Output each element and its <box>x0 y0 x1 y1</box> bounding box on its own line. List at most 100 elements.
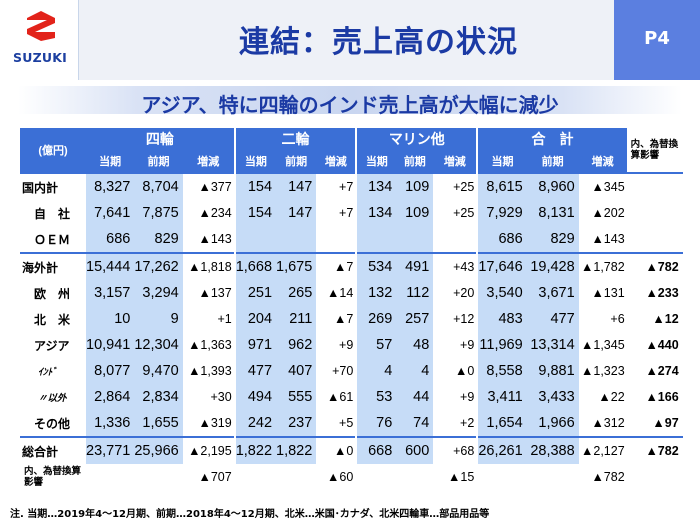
footnote: 注. 当期…2019年4～12月期、前期…2018年4～12月期、北米…米国･カ… <box>10 509 490 520</box>
empty-cell <box>526 464 579 490</box>
page-number-box: P4 <box>614 0 700 80</box>
value-cell: 3,540 <box>476 280 527 306</box>
change-cell: ▲1,345 <box>578 332 627 358</box>
value-cell: 8,131 <box>526 200 579 226</box>
table-row: 〃以外 2,864 2,834 +30 494 555 ▲61 53 44 +9 3,411 3,43… <box>20 384 683 410</box>
fx-impact-value: ▲707 <box>182 464 235 490</box>
change-cell: +12 <box>433 306 478 332</box>
value-cell: 829 <box>526 226 579 253</box>
page-title: 連結：売上高の状況 <box>239 25 518 60</box>
brand-logo-text: SUZUKI <box>13 50 67 65</box>
value-cell: 28,388 <box>526 436 579 464</box>
change-cell: +25 <box>433 172 478 200</box>
value-cell: 237 <box>276 410 317 437</box>
empty-cell <box>233 464 277 490</box>
value-cell: 147 <box>276 200 317 226</box>
value-cell: 10,941 <box>86 332 135 358</box>
fx-impact-cell: ▲274 <box>645 364 679 378</box>
change-cell: +20 <box>433 280 478 306</box>
change-cell: +68 <box>433 436 478 464</box>
value-cell: 3,671 <box>526 280 579 306</box>
empty-cell <box>86 464 135 490</box>
subtitle-band: アジア、特に四輪のインド売上高が大幅に減少 <box>18 86 682 117</box>
row-label: 欧 州 <box>34 286 71 301</box>
value-cell: 8,615 <box>476 172 527 200</box>
value-cell: 134 <box>355 200 397 226</box>
value-cell: 23,771 <box>86 436 135 464</box>
row-label: ｲﾝﾄﾞ <box>38 367 58 378</box>
change-cell: ▲2,127 <box>578 436 627 464</box>
fx-impact-cell <box>627 200 683 226</box>
value-cell: 25,966 <box>134 436 183 464</box>
change-cell: +2 <box>433 410 478 437</box>
sales-table: (億円) 四輪 二輪 マリン他 合 計 内、為替換算影響 当期 前期 増減 当期 前期増… <box>20 128 683 490</box>
table-row: ｲﾝﾄﾞ 8,077 9,470 ▲1,393 477 407 +70 4 4 ▲0 8,558 9,… <box>20 358 683 384</box>
value-cell <box>396 226 434 253</box>
row-label: 〃以外 <box>38 393 67 404</box>
value-cell: 8,077 <box>86 358 135 384</box>
value-cell <box>355 226 397 253</box>
fx-impact-header: 内、為替換算影響 <box>630 139 679 161</box>
value-cell: 109 <box>396 200 434 226</box>
subheader-cell: 当期 <box>355 150 397 173</box>
value-cell: 600 <box>396 436 434 464</box>
value-cell: 8,704 <box>134 172 183 200</box>
value-cell: 74 <box>396 410 434 437</box>
fx-row-label: 内、為替換算影響 <box>24 466 82 488</box>
value-cell: 154 <box>233 200 277 226</box>
fx-impact-value: ▲782 <box>578 464 627 490</box>
change-cell: ▲61 <box>316 384 357 410</box>
fx-impact-cell: ▲166 <box>645 390 679 404</box>
subheader-cell: 増減 <box>578 150 627 173</box>
fx-impact-cell: ▲782 <box>626 436 683 464</box>
value-cell: 686 <box>476 226 527 253</box>
subheader-cell: 増減 <box>433 150 478 173</box>
change-cell: +5 <box>316 410 357 437</box>
group-header-total: 合 計 <box>476 128 627 150</box>
change-cell: +43 <box>433 252 478 280</box>
change-cell: +25 <box>433 200 478 226</box>
value-cell: 555 <box>276 384 317 410</box>
subheader-cell: 増減 <box>316 150 357 173</box>
value-cell: 668 <box>355 436 397 464</box>
value-cell: 1,336 <box>86 410 135 437</box>
table-row: 北 米 10 9 +1 204 211 ▲7 269 257 +12 483 477 +6 ▲12 <box>20 306 683 332</box>
fx-impact-cell: ▲440 <box>645 338 679 352</box>
value-cell: 109 <box>396 172 434 200</box>
group-header-marine: マリン他 <box>355 128 478 150</box>
row-label: 北 米 <box>34 312 71 327</box>
change-cell: ▲143 <box>578 226 627 253</box>
value-cell: 3,433 <box>526 384 579 410</box>
value-cell: 265 <box>276 280 317 306</box>
value-cell: 494 <box>233 384 277 410</box>
value-cell: 1,822 <box>276 436 317 464</box>
value-cell: 477 <box>526 306 579 332</box>
subheader-cell: 前期 <box>526 150 579 173</box>
value-cell: 8,327 <box>86 172 135 200</box>
row-label: その他 <box>34 416 71 431</box>
value-cell: 2,864 <box>86 384 135 410</box>
change-cell: +30 <box>182 384 235 410</box>
subheader-cell: 前期 <box>396 150 434 173</box>
change-cell: ▲1,323 <box>578 358 627 384</box>
table-row: ＯＥＭ 686 829 ▲143 686 829 ▲143 <box>20 226 683 253</box>
value-cell: 211 <box>276 306 317 332</box>
group-header-2wheel: 二輪 <box>233 128 357 150</box>
table-row: 海外計 15,444 17,262 ▲1,818 1,668 1,675 ▲7 534 491 +… <box>20 252 683 280</box>
row-label: ＯＥＭ <box>34 232 71 247</box>
change-cell: +9 <box>433 384 478 410</box>
value-cell: 53 <box>355 384 397 410</box>
value-cell: 686 <box>86 226 135 253</box>
subheader-row: 当期 前期 増減 当期 前期 増減 当期 前期 増減 当期 前期 増減 <box>20 150 683 173</box>
subheader-cell: 前期 <box>276 150 317 173</box>
fx-impact-cell: ▲12 <box>652 312 679 326</box>
change-cell: +7 <box>316 172 357 200</box>
value-cell: 7,875 <box>134 200 183 226</box>
value-cell: 3,411 <box>476 384 527 410</box>
table-row: 国内計 8,327 8,704 ▲377 154 147 +7 134 109 +25 8,615 8… <box>20 172 683 200</box>
value-cell: 7,641 <box>86 200 135 226</box>
subheader-cell: 増減 <box>182 150 235 173</box>
value-cell: 1,822 <box>233 436 277 464</box>
fx-impact-cell: ▲233 <box>645 286 679 300</box>
fx-impact-value: ▲60 <box>316 464 357 490</box>
